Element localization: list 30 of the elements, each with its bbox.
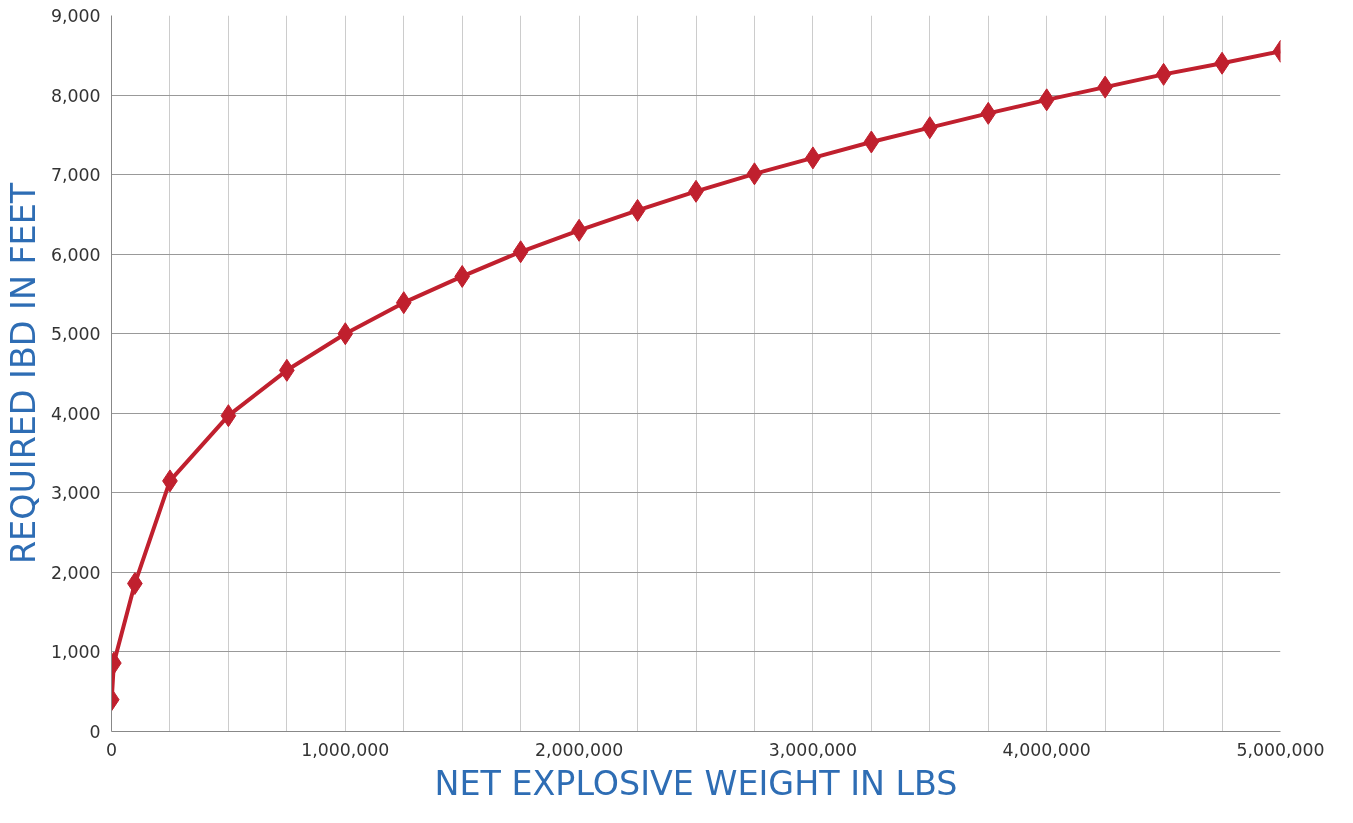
x-axis-title: NET EXPLOSIVE WEIGHT IN LBS <box>434 763 958 803</box>
x-tick-label: 1,000,000 <box>301 739 390 760</box>
point <box>512 240 529 264</box>
point <box>921 116 938 140</box>
point <box>454 264 471 288</box>
point <box>1155 62 1172 86</box>
x-tick-label: 2,000,000 <box>535 739 624 760</box>
y-tick-label: 6,000 <box>50 244 101 265</box>
point <box>1038 88 1055 112</box>
y-tick-label: 1,000 <box>50 642 101 663</box>
y-tick-label: 3,000 <box>50 483 101 504</box>
point <box>337 322 354 346</box>
y-axis-title: REQUIRED IBD IN FEET <box>3 182 43 565</box>
point <box>395 291 412 315</box>
y-tick-label: 8,000 <box>50 85 101 106</box>
point <box>629 198 646 222</box>
x-tick-label: 3,000,000 <box>768 739 858 760</box>
y-tick-label: 5,000 <box>50 324 101 345</box>
x-tick-label: 4,000,000 <box>1002 739 1091 760</box>
y-tick-label: 2,000 <box>50 562 101 583</box>
x-tick-label: 5,000,000 <box>1236 739 1325 760</box>
y-tick-label: 9,000 <box>50 6 101 26</box>
point <box>746 162 763 186</box>
y-tick-label: 7,000 <box>50 165 101 186</box>
x-tick-label: 0 <box>105 739 118 760</box>
y-tick-label: 4,000 <box>50 403 101 424</box>
point <box>863 130 880 154</box>
y-tick-label: 0 <box>89 722 101 742</box>
point <box>220 404 237 428</box>
point <box>980 101 997 125</box>
